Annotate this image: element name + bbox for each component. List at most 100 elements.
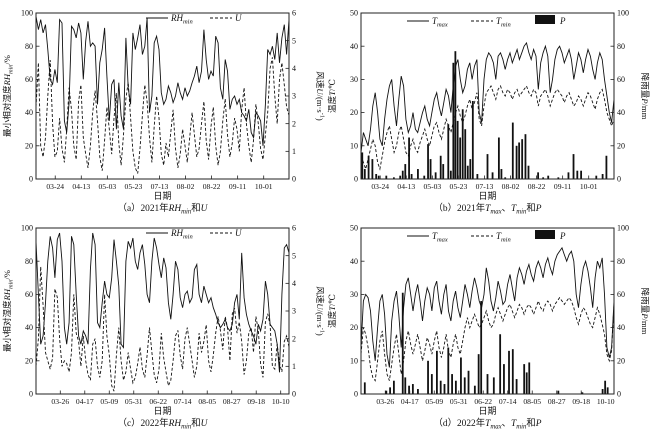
precip-bar xyxy=(605,155,608,179)
x-tick-label: 07-13 xyxy=(151,182,169,191)
left-tick-label: 20 xyxy=(25,141,33,150)
x-tick-label: 08-05 xyxy=(198,397,216,406)
left-axis-title: 最小相对湿度RHmin/% xyxy=(1,270,14,352)
x-tick-label: 05-31 xyxy=(125,397,143,406)
left-tick-label: 40 xyxy=(25,108,33,117)
right-tick-label: 0 xyxy=(292,175,296,184)
precip-bar xyxy=(392,177,395,179)
precip-bar xyxy=(604,380,607,394)
chart-d-canvas: 0 10 20 30 40 50 0 20 40 60 80 100 03-26 04-17 05-09 05… xyxy=(326,224,650,431)
precip-bar xyxy=(601,174,604,179)
x-tick-label: 10-10 xyxy=(272,397,290,406)
x-tick-label: 08-02 xyxy=(502,182,520,191)
precip-bar xyxy=(511,122,514,179)
precip-bar xyxy=(434,172,437,179)
right-tick-label: 60 xyxy=(617,290,625,299)
precip-bar xyxy=(523,364,526,394)
precip-bar xyxy=(399,175,402,179)
series-T_min xyxy=(360,85,615,171)
legend-label: U xyxy=(235,13,242,23)
series-RH_min xyxy=(35,232,290,373)
x-tick-label: 05-23 xyxy=(450,182,468,191)
left-tick-label: 80 xyxy=(25,42,33,51)
x-tick-label: 03-26 xyxy=(376,397,394,406)
precip-bar xyxy=(392,380,395,394)
precip-bar xyxy=(473,385,476,394)
right-tick-label: 40 xyxy=(617,108,625,117)
plot-box xyxy=(360,12,615,180)
precip-bar xyxy=(464,129,467,179)
x-tick-label: 04-13 xyxy=(397,182,415,191)
x-tick-label: 10-01 xyxy=(580,182,598,191)
precip-bar xyxy=(515,379,518,394)
x-tick-label: 08-05 xyxy=(523,397,541,406)
precip-bar xyxy=(491,172,494,179)
x-tick-label: 08-02 xyxy=(177,182,195,191)
precip-bar xyxy=(508,350,510,394)
precip-bar xyxy=(557,177,560,179)
legend-filled-rect-icon xyxy=(535,15,555,24)
precip-bar xyxy=(460,357,462,394)
x-tick-label: 10-10 xyxy=(597,397,615,406)
precip-bar xyxy=(463,377,466,394)
precip-bar xyxy=(461,109,464,179)
x-tick-label: 03-26 xyxy=(51,397,69,406)
legend-label: Tmin xyxy=(496,16,511,28)
legend-label: RHmin xyxy=(170,228,193,240)
plot-box xyxy=(35,12,290,180)
x-tick-label: 09-18 xyxy=(572,397,590,406)
precip-bar xyxy=(527,165,530,179)
precip-bar xyxy=(547,175,550,179)
left-tick-label: 100 xyxy=(21,9,33,18)
right-tick-label: 0 xyxy=(292,390,296,399)
right-tick-label: 1 xyxy=(292,147,296,156)
series-U xyxy=(35,266,290,392)
precip-bar xyxy=(500,169,503,179)
precip-bar xyxy=(504,177,507,179)
precip-bar xyxy=(595,175,598,179)
precip-bar xyxy=(427,144,429,179)
legend-filled-rect-icon xyxy=(535,230,555,239)
precip-bar xyxy=(580,170,583,179)
precip-bar xyxy=(537,172,539,179)
left-tick-label: 0 xyxy=(29,390,33,399)
precip-bar xyxy=(567,172,570,179)
precip-bar xyxy=(576,170,579,179)
x-tick-label: 05-03 xyxy=(98,182,116,191)
precip-bar xyxy=(430,374,433,394)
right-tick-label: 0 xyxy=(617,175,621,184)
left-tick-label: 40 xyxy=(350,42,358,51)
right-tick-label: 0 xyxy=(617,390,621,399)
subplot-c: 0 20 40 60 80 100 0 1 2 3 4 5 6 03-26 04-17 05-09 05-31 0… xyxy=(0,215,325,431)
right-tick-label: 5 xyxy=(292,36,296,45)
chart-b-canvas: 0 10 20 30 40 50 0 20 40 60 80 100 03-24 04-13 05-03 05… xyxy=(326,9,650,215)
left-tick-label: 50 xyxy=(350,9,358,18)
precip-bar xyxy=(429,159,432,179)
subplot-d: 0 10 20 30 40 50 0 20 40 60 80 100 03-26 04-17 05-09 05… xyxy=(325,215,650,431)
precip-bar xyxy=(404,377,407,394)
x-tick-label: 08-22 xyxy=(528,182,546,191)
plot-box xyxy=(360,227,615,395)
precip-bar xyxy=(492,377,495,394)
right-tick-label: 20 xyxy=(617,141,625,150)
x-tick-label: 07-14 xyxy=(499,397,517,406)
precip-bar xyxy=(442,164,445,179)
right-tick-label: 2 xyxy=(292,119,296,128)
precip-bar xyxy=(443,384,446,394)
right-axis-title: 风速U/(m·s-1) xyxy=(315,71,325,121)
right-tick-label: 3 xyxy=(292,92,296,101)
x-axis-title: 日期 xyxy=(153,191,171,201)
right-axis-title: 降雨量P/mm xyxy=(640,288,650,335)
precip-bar xyxy=(436,350,438,394)
left-axis-title: 最小相对湿度RHmin/% xyxy=(1,55,14,137)
precip-bar xyxy=(375,174,378,179)
x-tick-label: 03-24 xyxy=(46,182,64,191)
precip-bar xyxy=(525,372,528,394)
precip-bar xyxy=(417,389,419,394)
precip-bar xyxy=(606,387,609,394)
precip-bar xyxy=(454,380,457,394)
x-tick-label: 08-27 xyxy=(548,397,566,406)
precip-bar xyxy=(477,354,480,394)
precip-bar xyxy=(515,145,518,179)
